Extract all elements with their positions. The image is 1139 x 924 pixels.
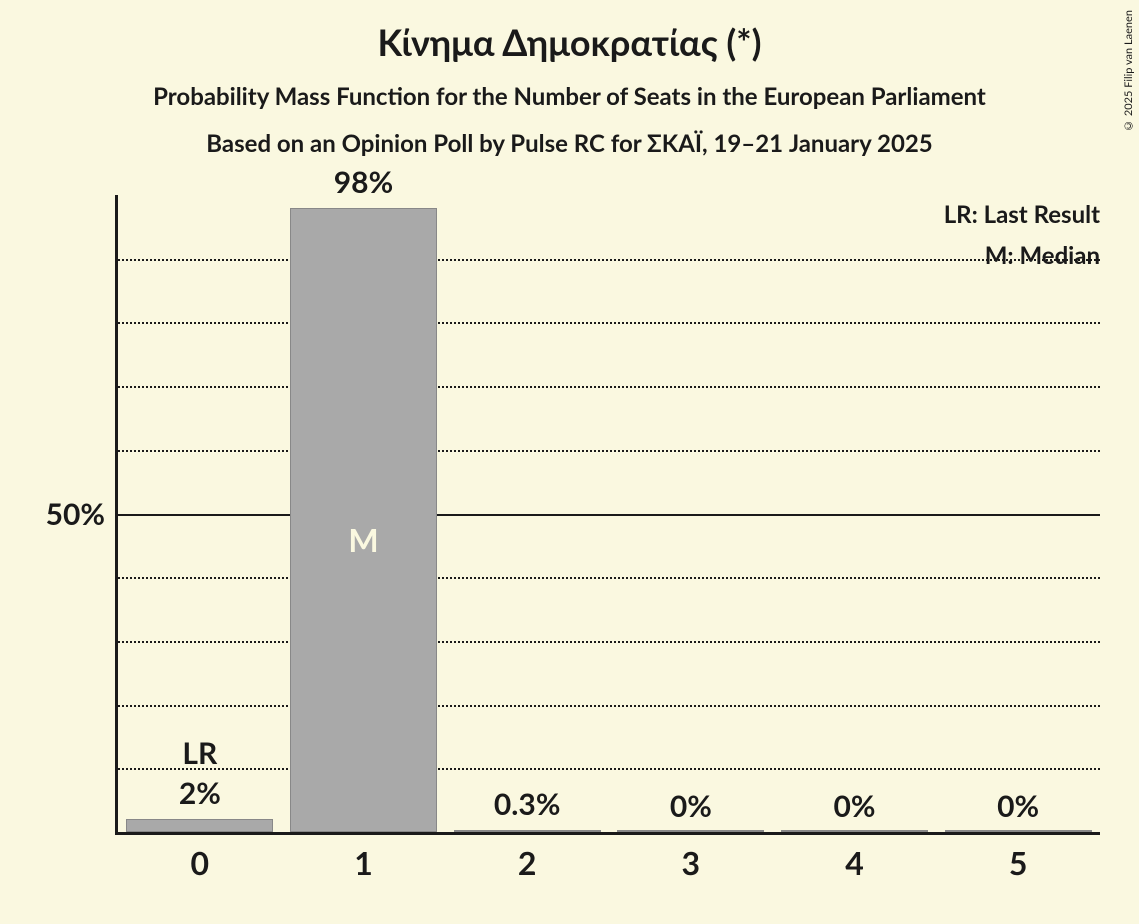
bar-slot: 0% [773, 195, 937, 832]
bar [454, 830, 601, 832]
chart-subtitle2: Based on an Opinion Poll by Pulse RC for… [0, 129, 1139, 158]
x-tick-label: 3 [609, 843, 773, 882]
bar-slot: 0.3% [445, 195, 609, 832]
copyright: © 2025 Filip van Laenen [1122, 10, 1135, 132]
bar [781, 830, 928, 832]
bar-slot: 0% [936, 195, 1100, 832]
bar [126, 819, 273, 832]
bar-value-label: 0% [773, 788, 937, 824]
x-tick-label: 4 [773, 843, 937, 882]
y-tick-label: 50% [10, 496, 105, 532]
bar [945, 830, 1092, 832]
bar-value-label: 0% [609, 788, 773, 824]
bars: 2%LR98%M0.3%0%0%0% [118, 195, 1100, 832]
bar [617, 830, 764, 832]
x-tick-label: 0 [118, 843, 282, 882]
bar-value-label: 98% [282, 164, 446, 200]
chart-subtitle: Probability Mass Function for the Number… [0, 82, 1139, 111]
x-tick-label: 5 [936, 843, 1100, 882]
bar-slot: 98%M [282, 195, 446, 832]
plot-area: 50% LR: Last Result M: Median 2%LR98%M0.… [115, 195, 1100, 835]
x-axis [115, 832, 1100, 835]
bar-value-label: 2% [118, 775, 282, 811]
bar-value-label: 0% [936, 788, 1100, 824]
x-tick-label: 1 [282, 843, 446, 882]
median-marker: M [282, 520, 446, 559]
bar-slot: 0% [609, 195, 773, 832]
chart-title: Κίνημα Δημοκρατίας (*) [0, 20, 1139, 64]
lr-marker: LR [118, 735, 282, 771]
bar-value-label: 0.3% [445, 786, 609, 822]
chart-container: Κίνημα Δημοκρατίας (*) Probability Mass … [0, 0, 1139, 924]
bar-slot: 2% LR [118, 195, 282, 832]
x-tick-label: 2 [445, 843, 609, 882]
